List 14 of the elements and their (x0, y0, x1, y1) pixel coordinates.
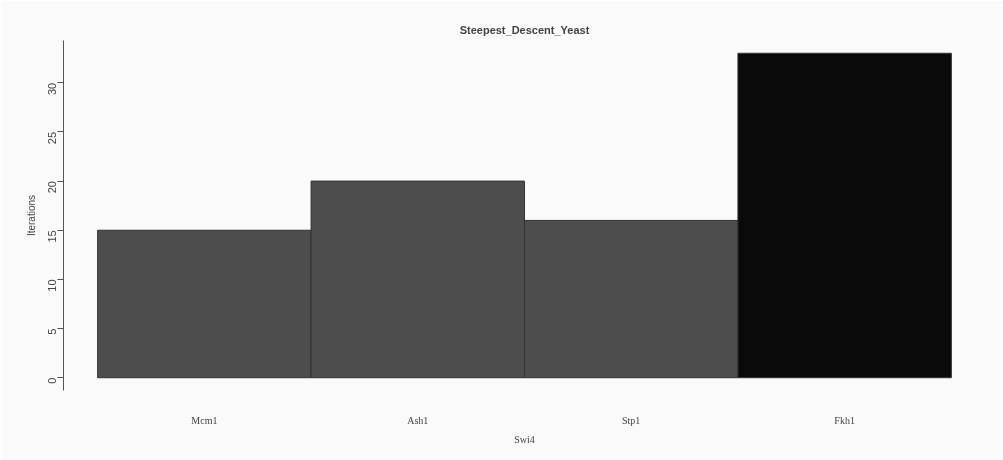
y-axis-title: Iterations (25, 194, 37, 237)
y-tick-label: 10 (46, 279, 59, 292)
y-tick-label: 30 (46, 82, 59, 96)
y-tick-label: 0 (46, 377, 59, 384)
x-tick-label: Fkh1 (834, 414, 855, 426)
y-tick-label: 25 (46, 131, 59, 145)
y-tick-label: 15 (46, 230, 59, 243)
y-tick-label: 5 (46, 328, 59, 335)
x-tick-label: Stp1 (622, 414, 641, 426)
x-tick-label: Mcm1 (191, 414, 218, 426)
x-axis-title: Swi4 (514, 433, 535, 445)
y-tick-label: 20 (46, 181, 59, 194)
chart-title: Steepest_Descent_Yeast (459, 23, 590, 36)
x-tick-label: Ash1 (407, 414, 429, 426)
